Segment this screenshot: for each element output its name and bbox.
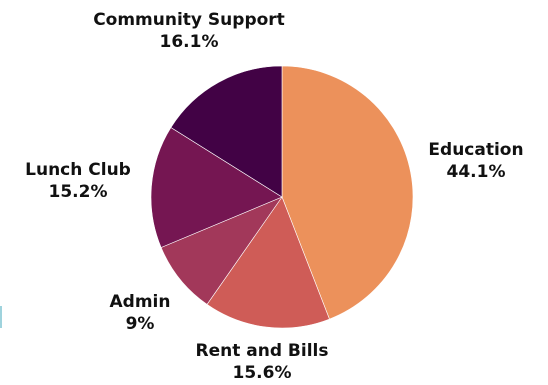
slice-value-community-support: 16.1% bbox=[160, 32, 219, 52]
pie-slice-rent-and-bills bbox=[206, 196, 330, 329]
slice-value-admin: 9% bbox=[126, 314, 155, 334]
slice-value-education: 44.1% bbox=[447, 162, 506, 182]
pie-slice-lunch-club bbox=[150, 127, 283, 248]
pie-slice-education bbox=[281, 65, 414, 320]
slice-label-rent-and-bills: Rent and Bills bbox=[196, 341, 329, 361]
slice-label-education: Education bbox=[428, 140, 523, 160]
slice-value-lunch-club: 15.2% bbox=[49, 182, 108, 202]
pie-slice-community-support bbox=[170, 65, 283, 198]
slice-label-lunch-club: Lunch Club bbox=[25, 160, 131, 180]
slice-label-admin: Admin bbox=[110, 292, 171, 312]
edge-accent-line bbox=[0, 306, 2, 328]
slice-label-community-support: Community Support bbox=[93, 10, 285, 30]
slice-value-rent-and-bills: 15.6% bbox=[233, 363, 292, 383]
pie-slices bbox=[150, 65, 414, 329]
